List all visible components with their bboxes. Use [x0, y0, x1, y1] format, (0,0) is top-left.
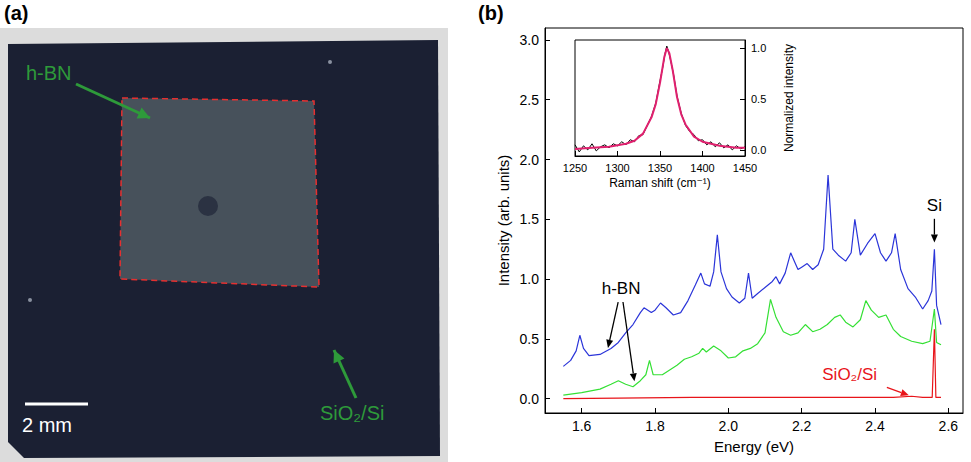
svg-text:1400: 1400 — [690, 162, 714, 174]
svg-text:h-BN: h-BN — [602, 279, 641, 298]
svg-text:1250: 1250 — [563, 162, 587, 174]
svg-text:1450: 1450 — [733, 162, 757, 174]
svg-text:1300: 1300 — [605, 162, 629, 174]
svg-text:2.0: 2.0 — [520, 152, 540, 168]
svg-text:Intensity (arb. units): Intensity (arb. units) — [495, 155, 512, 287]
svg-text:3.0: 3.0 — [520, 32, 540, 48]
svg-text:Energy (eV): Energy (eV) — [714, 438, 794, 455]
svg-text:Si: Si — [927, 196, 942, 215]
svg-text:0.5: 0.5 — [520, 331, 540, 347]
svg-text:SiO₂/Si: SiO₂/Si — [320, 402, 384, 424]
svg-text:Normalized intensity: Normalized intensity — [782, 44, 796, 152]
svg-text:SiO₂/Si: SiO₂/Si — [822, 365, 877, 384]
svg-text:1.0: 1.0 — [751, 42, 766, 54]
svg-text:2.4: 2.4 — [865, 418, 885, 434]
svg-text:(a): (a) — [4, 2, 28, 24]
svg-text:1.5: 1.5 — [520, 211, 540, 227]
svg-text:0.0: 0.0 — [520, 391, 540, 407]
svg-text:2.5: 2.5 — [520, 92, 540, 108]
svg-text:0.0: 0.0 — [751, 144, 766, 156]
svg-text:1350: 1350 — [648, 162, 672, 174]
svg-text:2.0: 2.0 — [719, 418, 739, 434]
svg-text:(b): (b) — [478, 2, 504, 24]
svg-text:2.2: 2.2 — [792, 418, 812, 434]
svg-text:Raman shift (cm⁻¹): Raman shift (cm⁻¹) — [609, 176, 711, 190]
svg-text:0.5: 0.5 — [751, 93, 766, 105]
svg-text:1.8: 1.8 — [645, 418, 665, 434]
svg-text:2 mm: 2 mm — [22, 414, 72, 436]
svg-text:h-BN: h-BN — [26, 62, 72, 84]
svg-text:1.6: 1.6 — [572, 418, 592, 434]
svg-text:1.0: 1.0 — [520, 271, 540, 287]
svg-text:2.6: 2.6 — [939, 418, 959, 434]
